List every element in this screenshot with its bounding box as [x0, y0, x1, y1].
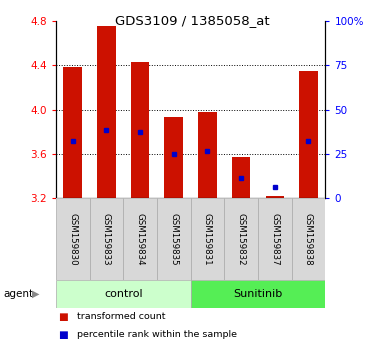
Text: GDS3109 / 1385058_at: GDS3109 / 1385058_at: [115, 14, 270, 27]
Bar: [198, 112, 217, 198]
Bar: [164, 118, 183, 198]
Text: GSM159837: GSM159837: [270, 213, 279, 265]
Text: GSM159838: GSM159838: [304, 213, 313, 265]
Bar: [157, 198, 191, 280]
Bar: [97, 26, 115, 198]
Bar: [258, 198, 292, 280]
Text: GSM159835: GSM159835: [169, 213, 178, 265]
Bar: [266, 196, 284, 198]
Text: GSM159833: GSM159833: [102, 213, 111, 265]
Bar: [123, 198, 157, 280]
Text: GSM159831: GSM159831: [203, 213, 212, 265]
Bar: [224, 198, 258, 280]
Bar: [56, 280, 191, 308]
Bar: [191, 198, 224, 280]
Text: ▶: ▶: [32, 289, 39, 299]
Bar: [131, 62, 149, 198]
Bar: [292, 198, 325, 280]
Text: ■: ■: [58, 330, 67, 339]
Text: ■: ■: [58, 312, 67, 322]
Text: control: control: [104, 289, 142, 299]
Text: transformed count: transformed count: [77, 312, 166, 321]
Text: agent: agent: [4, 289, 34, 299]
Text: GSM159832: GSM159832: [237, 213, 246, 265]
Bar: [56, 198, 89, 280]
Text: GSM159834: GSM159834: [136, 213, 144, 265]
Bar: [191, 280, 325, 308]
Bar: [89, 198, 123, 280]
Bar: [232, 157, 250, 198]
Text: Sunitinib: Sunitinib: [233, 289, 283, 299]
Bar: [64, 67, 82, 198]
Text: GSM159830: GSM159830: [68, 213, 77, 265]
Bar: [299, 71, 318, 198]
Text: percentile rank within the sample: percentile rank within the sample: [77, 330, 237, 339]
